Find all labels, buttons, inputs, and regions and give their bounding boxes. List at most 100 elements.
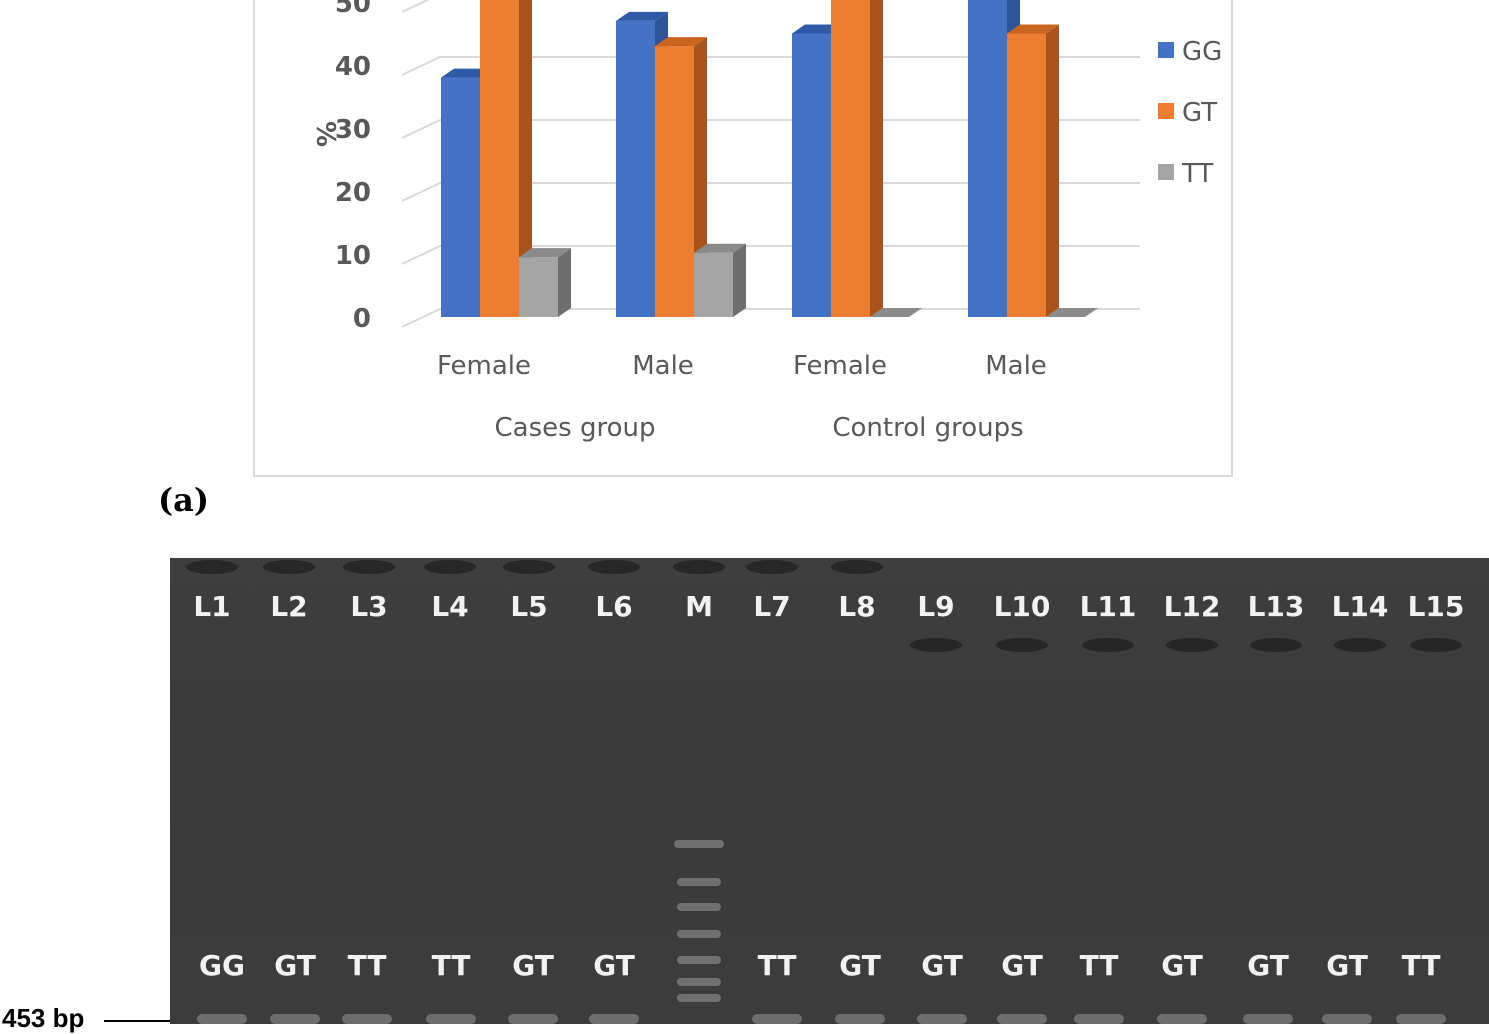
gel-band [1396, 1014, 1446, 1024]
gel-well [1166, 638, 1218, 652]
chart-panel: 0 10 20 30 40 50% Female Male Female Male Cases gr… [253, 0, 1233, 477]
gel-image: L1 GG L2 GT L3 TT L4 TT L5 GT L6 GT M L7 TT L8 GT L9 GT L10… [170, 558, 1489, 1024]
gel-lane-label: L9 [917, 590, 955, 623]
gel-genotype-label: GT [1247, 949, 1289, 982]
y-tick-label: 30 [335, 115, 371, 145]
y-tick-label: 10 [335, 241, 371, 271]
gel-lane-label: L12 [1163, 590, 1221, 623]
gel-well [673, 560, 725, 574]
gel-band [997, 1014, 1047, 1024]
gel-genotype-label: TT [1401, 949, 1441, 982]
gel-band [917, 1014, 967, 1024]
bar-side-GT-3 [1046, 24, 1059, 317]
bar-GG-0 [441, 77, 480, 317]
gel-well [746, 560, 798, 574]
gridline-slant [401, 119, 441, 139]
gel-well [263, 560, 315, 574]
gel-genotype-label: TT [347, 949, 387, 982]
gel-well [343, 560, 395, 574]
bar-top-GT-3 [1007, 24, 1059, 34]
panel-label: (a) [158, 481, 210, 519]
gel-lane-label: L15 [1407, 590, 1465, 623]
marker-size-label: 453 bp [2, 1003, 85, 1033]
gel-lane-label: L14 [1331, 590, 1389, 623]
gel-band [835, 1014, 885, 1024]
gel-lane-label: L5 [510, 590, 548, 623]
gel-well [1082, 638, 1134, 652]
x-category-label: Female [793, 351, 887, 381]
bar-top-TT-3 [1046, 308, 1098, 317]
bar-TT-0 [519, 257, 558, 317]
gel-lane-label: M [685, 590, 713, 623]
x-group-label: Cases group [495, 413, 656, 443]
gel-lane-label: L6 [595, 590, 633, 623]
gel-genotype-label: GT [512, 949, 554, 982]
bar-top-GG-1 [616, 11, 668, 21]
gel-band [1157, 1014, 1207, 1024]
gel-genotype-label: GT [839, 949, 881, 982]
bar-GG-2 [792, 33, 831, 317]
x-category-label: Male [632, 351, 694, 381]
y-tick-label: 0 [353, 304, 371, 334]
bar-side-TT-0 [558, 248, 571, 317]
gel-genotype-label: GT [1326, 949, 1368, 982]
marker-pointer-line [104, 1020, 170, 1022]
y-tick-label: 50 [335, 0, 371, 19]
gel-well [1250, 638, 1302, 652]
bar-top-TT-0 [519, 248, 571, 258]
bar-side-TT-1 [733, 243, 746, 317]
gridline-slant [401, 0, 430, 13]
ladder-band [677, 956, 721, 964]
bar-GG-1 [616, 20, 655, 318]
ladder-band [677, 930, 721, 938]
gel-band [508, 1014, 558, 1024]
gel-lane-label: L4 [431, 590, 469, 623]
gel-band [1322, 1014, 1372, 1024]
bar-TT-1 [694, 252, 733, 317]
ladder-band [677, 978, 721, 986]
gel-genotype-label: GT [1001, 949, 1043, 982]
gel-lane-label: L8 [838, 590, 876, 623]
gel-well [831, 560, 883, 574]
ladder-band [674, 840, 724, 848]
legend-label-TT: TT [1181, 159, 1213, 189]
gel-band [426, 1014, 476, 1024]
legend-label-GT: GT [1182, 98, 1217, 128]
legend-swatch-GG [1158, 42, 1174, 58]
legend-label-GG: GG [1182, 37, 1222, 67]
ladder-band [677, 903, 721, 911]
legend-swatch-GT [1158, 103, 1174, 119]
ladder-band [677, 994, 721, 1002]
gridline-slant [401, 182, 441, 202]
gel-lane-label: L10 [993, 590, 1051, 623]
bar-side-GT-0 [519, 0, 532, 317]
bar-GT-3 [1007, 33, 1046, 317]
bar-side-GT-2 [870, 0, 883, 317]
bar-top-TT-2 [870, 308, 922, 317]
gel-band [589, 1014, 639, 1024]
gel-well [424, 560, 476, 574]
gridline-slant [401, 245, 441, 265]
gel-genotype-label: TT [431, 949, 471, 982]
legend-swatch-TT [1158, 164, 1174, 180]
gel-lane-label: L13 [1247, 590, 1305, 623]
bar-GT-0 [480, 0, 519, 317]
gel-lane-label: L2 [270, 590, 308, 623]
gel-well [1410, 638, 1462, 652]
x-category-label: Male [985, 351, 1047, 381]
x-category-label: Female [437, 351, 531, 381]
y-tick-label: 20 [335, 178, 371, 208]
gel-well [588, 560, 640, 574]
bar-top-GT-1 [655, 37, 707, 47]
gel-band [197, 1014, 247, 1024]
gel-genotype-label: GT [921, 949, 963, 982]
gel-well [996, 638, 1048, 652]
gridline-slant [401, 56, 441, 76]
bar-GT-2 [831, 0, 870, 317]
gel-lane-label: L3 [350, 590, 388, 623]
gel-lane-label: L1 [193, 590, 231, 623]
chart-svg: 0 10 20 30 40 50% Female Male Female Male Cases gr… [310, 0, 1222, 443]
bar-GG-3 [968, 0, 1007, 318]
bar-GT-1 [655, 46, 694, 317]
gel-band [342, 1014, 392, 1024]
